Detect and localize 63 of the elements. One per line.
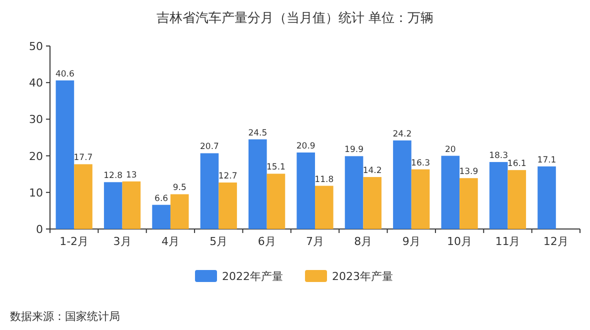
bar	[393, 140, 412, 229]
bar	[363, 177, 382, 229]
bar	[200, 153, 219, 229]
data-label: 17.7	[74, 153, 93, 164]
data-label: 13.9	[459, 167, 478, 178]
data-label: 9.5	[172, 183, 186, 194]
bar	[460, 178, 478, 229]
data-label: 20.9	[296, 142, 316, 152]
bar	[315, 186, 334, 229]
data-label: 11.8	[314, 174, 334, 185]
data-label: 15.1	[266, 162, 286, 173]
x-tick-label: 10月	[447, 235, 472, 248]
data-label: 12.7	[218, 172, 238, 182]
x-tick-label: 8月	[354, 235, 372, 248]
x-tick-label: 4月	[161, 235, 180, 248]
bar	[248, 139, 267, 229]
data-label: 40.6	[55, 69, 74, 80]
data-label: 24.5	[248, 128, 268, 138]
x-tick-label: 1-2月	[60, 235, 89, 248]
data-label: 16.1	[507, 159, 526, 170]
bar	[441, 156, 460, 229]
data-label: 20.7	[200, 142, 219, 152]
bar	[152, 204, 170, 229]
data-label: 24.2	[392, 129, 412, 140]
bar	[104, 182, 122, 229]
x-tick-label: 3月	[113, 235, 132, 248]
y-tick-label: 20	[29, 150, 43, 163]
x-tick-label: 12月	[543, 235, 568, 248]
y-tick-label: 0	[36, 223, 43, 236]
data-label: 14.2	[362, 166, 382, 176]
y-tick-label: 40	[29, 76, 43, 90]
bar	[56, 80, 74, 229]
source-note: 数据来源：国家统计局	[10, 310, 120, 323]
bar	[538, 166, 556, 229]
bar	[74, 164, 92, 229]
data-label: 18.3	[489, 151, 508, 162]
x-tick-label: 5月	[210, 235, 228, 248]
data-label: 20	[444, 144, 456, 155]
bar	[170, 194, 189, 229]
data-label: 6.6	[154, 194, 168, 204]
bar	[489, 162, 508, 229]
data-label: 19.9	[344, 145, 364, 156]
data-label: 17.1	[537, 155, 556, 166]
legend-label: 2023年产量	[332, 270, 393, 283]
bar	[344, 156, 364, 229]
bar	[411, 169, 430, 229]
bar	[266, 174, 286, 229]
bar	[122, 181, 141, 229]
x-tick-label: 9月	[402, 235, 420, 248]
bar	[296, 152, 315, 229]
data-label: 13	[126, 170, 137, 180]
y-tick-label: 30	[29, 113, 43, 126]
x-tick-label: 7月	[306, 235, 324, 248]
data-label: 12.8	[104, 171, 123, 182]
bar	[508, 170, 526, 229]
legend-label: 2022年产量	[222, 270, 283, 283]
y-tick-label: 50	[29, 40, 43, 53]
x-tick-label: 11月	[495, 235, 520, 248]
chart-title: 吉林省汽车产量分月（当月值）统计 单位：万辆	[156, 11, 434, 26]
y-tick-label: 10	[29, 186, 43, 200]
x-tick-label: 6月	[258, 235, 276, 248]
bar	[218, 182, 237, 229]
data-label: 16.3	[411, 158, 430, 168]
